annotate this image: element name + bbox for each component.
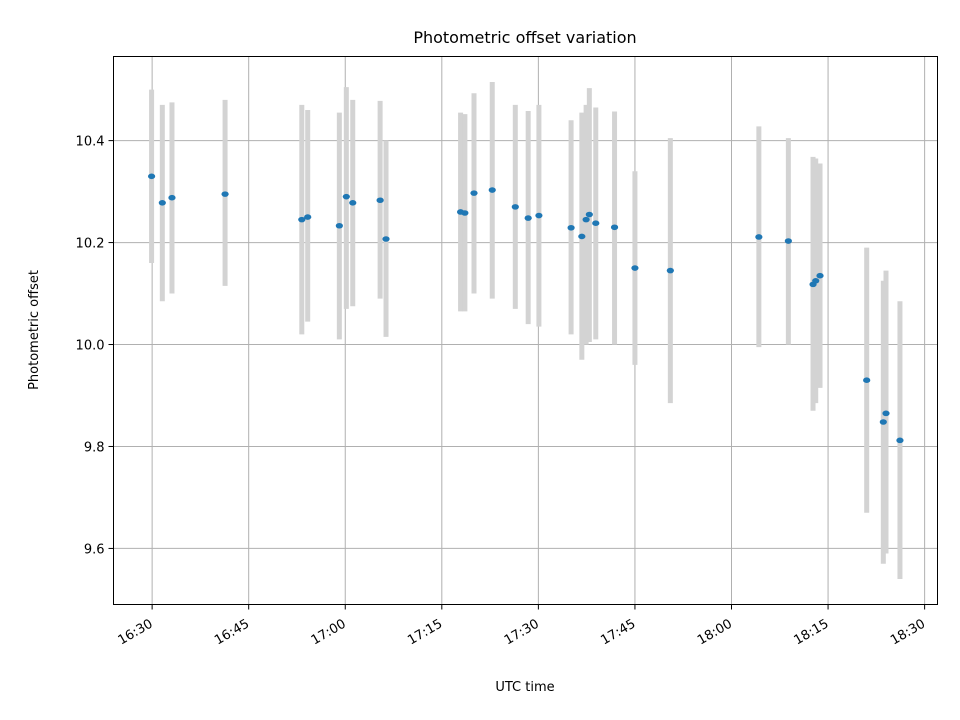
data-point	[812, 277, 820, 284]
data-point	[470, 190, 478, 196]
data-point	[335, 222, 343, 229]
data-point	[382, 236, 390, 242]
data-point	[578, 233, 586, 240]
data-point	[882, 410, 890, 417]
data-point	[610, 224, 619, 231]
data-point	[755, 234, 763, 240]
x-axis-label: UTC time	[495, 680, 554, 695]
data-point	[631, 265, 639, 271]
data-point	[461, 210, 469, 216]
data-point	[524, 215, 532, 221]
data-point	[666, 267, 674, 274]
data-point	[511, 204, 519, 210]
chart-title: Photometric offset variation	[413, 28, 636, 47]
data-point	[147, 173, 156, 180]
y-tick-label: 10.0	[76, 339, 105, 354]
y-tick-label: 9.6	[84, 542, 105, 557]
data-point	[304, 214, 312, 220]
data-point	[879, 419, 887, 425]
data-point	[567, 224, 575, 231]
data-point	[816, 272, 824, 279]
y-tick-label: 9.8	[84, 440, 105, 455]
data-point	[585, 211, 593, 218]
y-tick-label: 10.4	[76, 135, 105, 150]
data-point	[376, 197, 384, 204]
data-point	[784, 238, 792, 244]
data-point	[582, 216, 590, 223]
data-point	[168, 194, 176, 201]
y-axis-label: Photometric offset	[27, 270, 42, 390]
data-point	[298, 216, 306, 223]
data-point	[896, 437, 904, 444]
data-point	[863, 377, 871, 384]
plot-area-frame	[113, 56, 938, 605]
data-points	[147, 173, 904, 444]
data-point	[221, 191, 229, 197]
data-point	[349, 200, 357, 206]
data-point	[342, 193, 350, 200]
data-point	[592, 220, 600, 226]
y-tick-label: 10.2	[76, 237, 105, 252]
data-point	[535, 212, 543, 219]
data-point	[488, 187, 496, 193]
data-point	[158, 200, 166, 206]
